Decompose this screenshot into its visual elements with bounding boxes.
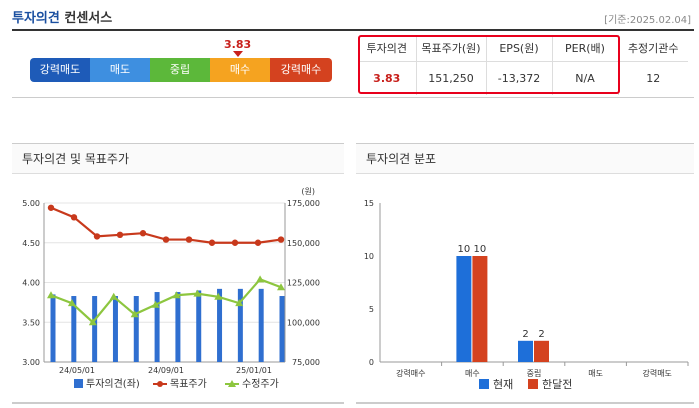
summary-value-per: N/A xyxy=(551,61,618,95)
reference-date: [기준:2025.02.04] xyxy=(604,15,691,26)
panel2-bottom-border xyxy=(356,402,694,404)
section-title-sub: 컨센서스 xyxy=(64,11,113,26)
scale-sell: 매도 xyxy=(90,58,150,82)
scale-neutral: 중립 xyxy=(150,58,210,82)
summary-header-analysts: 추정기관수 xyxy=(617,35,688,62)
opinion-marker-triangle-icon xyxy=(233,51,243,57)
header-divider xyxy=(12,29,694,31)
summary-header-target: 목표주가(원) xyxy=(415,35,486,62)
section-title: 투자의견 컨센서스 xyxy=(12,7,112,26)
opinion-target-panel: 투자의견 및 목표주가 xyxy=(12,143,344,403)
section-header: 투자의견 컨센서스 [기준:2025.02.04] xyxy=(0,0,699,31)
summary-value-target: 151,250 xyxy=(415,61,486,95)
scale-strong-buy: 강력매수 xyxy=(270,58,332,82)
opinion-scale: 강력매도 매도 중립 매수 강력매수 xyxy=(30,58,332,82)
scale-buy: 매수 xyxy=(210,58,270,82)
consensus-summary-table: 투자의견 목표주가(원) EPS(원) PER(배) 추정기관수 3.83 15… xyxy=(358,35,688,95)
section-title-main: 투자의견 xyxy=(12,11,60,26)
summary-header-opinion: 투자의견 xyxy=(358,35,416,62)
panel2-title: 투자의견 분포 xyxy=(356,144,694,174)
summary-header-eps: EPS(원) xyxy=(485,35,552,62)
panel1-title: 투자의견 및 목표주가 xyxy=(12,144,344,174)
summary-header-per: PER(배) xyxy=(551,35,618,62)
summary-value-eps: -13,372 xyxy=(485,61,552,95)
opinion-marker-value: 3.83 xyxy=(224,38,252,51)
panel1-bottom-border xyxy=(12,402,344,404)
summary-value-analysts: 12 xyxy=(617,61,688,95)
summary-value-opinion: 3.83 xyxy=(373,71,401,85)
summary-divider xyxy=(12,97,694,98)
scale-strong-sell: 강력매도 xyxy=(30,58,90,82)
distribution-panel: 투자의견 분포 xyxy=(356,143,694,403)
